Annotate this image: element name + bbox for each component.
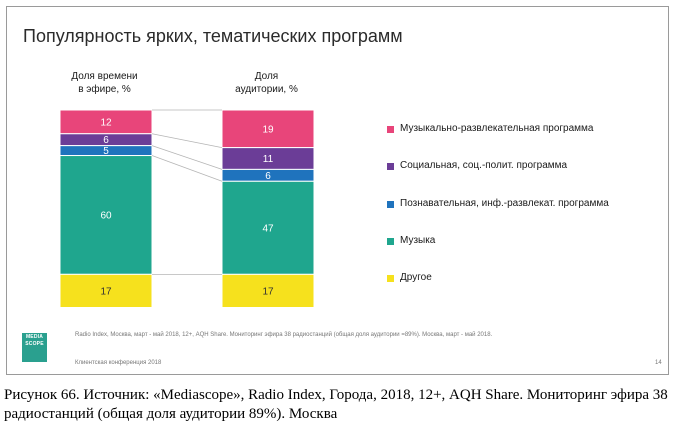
column-header-audience: Доля аудитории, % [235, 71, 298, 95]
slide: Популярность ярких, тематических програм… [6, 6, 669, 375]
logo-line: SCOPE [25, 341, 44, 347]
mediascope-logo: MEDIA SCOPE [22, 333, 47, 362]
data-label: 6 [265, 171, 271, 182]
data-label: 60 [100, 210, 112, 221]
legend-label: Социальная, соц.-полит. программа [400, 160, 568, 171]
column-header-airtime: Доля времени в эфире, % [71, 71, 138, 95]
legend-swatch [387, 238, 394, 245]
data-label: 12 [100, 117, 112, 128]
data-label: 47 [262, 223, 274, 234]
source-note: Radio Index, Москва, март - май 2018, 12… [75, 332, 493, 338]
page-number: 14 [655, 360, 662, 366]
data-label: 6 [103, 135, 109, 146]
data-label: 19 [262, 124, 274, 135]
conference-label: Клиентская конференция 2018 [75, 360, 162, 366]
legend-label: Музыкально-развлекательная программа [400, 123, 594, 134]
connector-line [151, 133, 223, 149]
data-label: 17 [262, 287, 274, 298]
legend-swatch [387, 126, 394, 133]
legend-swatch [387, 275, 394, 282]
data-label: 11 [263, 154, 274, 165]
bar-segment [221, 180, 315, 275]
connector-line [151, 155, 223, 182]
legend-label: Музыка [400, 235, 436, 246]
logo-line: MEDIA [25, 334, 44, 340]
bar-segment [221, 273, 315, 307]
figure-caption: Рисунок 66. Источник: «Mediascope», Radi… [4, 387, 668, 422]
legend-label: Другое [400, 272, 432, 283]
bar-segment [59, 155, 153, 275]
bar-segment [221, 109, 315, 149]
legend-label: Познавательная, инф.-развлекат. программ… [400, 198, 609, 209]
data-label: 5 [103, 146, 109, 157]
legend-swatch [387, 201, 394, 208]
bar-segment [59, 273, 153, 307]
legend-swatch [387, 163, 394, 170]
connector-line [151, 145, 223, 170]
chart-title: Популярность ярких, тематических програм… [23, 26, 403, 46]
data-label: 17 [100, 287, 112, 298]
